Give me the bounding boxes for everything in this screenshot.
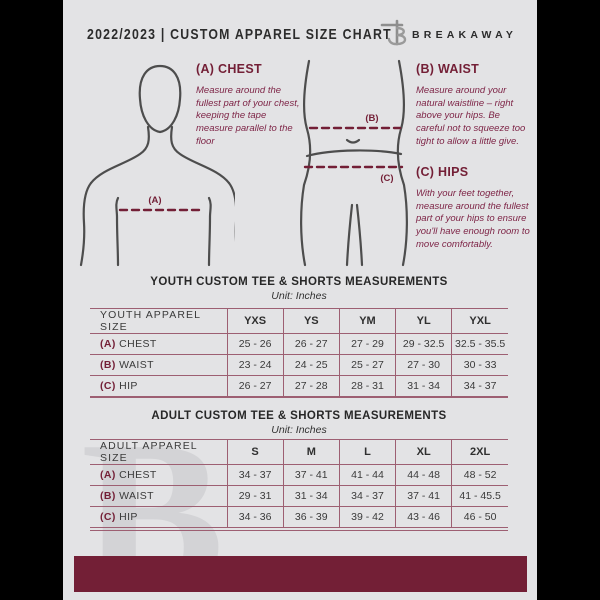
adult-waist-row: (B) WAIST 29 - 31 31 - 34 34 - 37 37 - 4… <box>90 485 508 507</box>
cell: 29 - 32.5 <box>395 333 452 355</box>
adult-size-xl: XL <box>395 439 452 465</box>
cell: 29 - 31 <box>226 485 284 507</box>
cell: 41 - 44 <box>338 464 396 486</box>
cell: 41 - 45.5 <box>451 485 508 507</box>
adult-table-unit: Unit: Inches <box>271 424 327 436</box>
youth-size-yl: YL <box>395 308 452 334</box>
size-chart-page: 2022/2023 | CUSTOM APPAREL SIZE CHART BR… <box>63 0 537 600</box>
cell: 34 - 37 <box>338 485 396 507</box>
adult-header-row: ADULT APPAREL SIZE S M L XL 2XL <box>90 439 508 465</box>
youth-hip-row: (C) HIP 26 - 27 27 - 28 28 - 31 31 - 34 … <box>90 375 508 397</box>
waist-instruction-heading: (B) WAIST <box>416 62 480 76</box>
chest-instruction-body: Measure around the fullest part of your … <box>196 85 300 147</box>
waist-instruction-body: Measure around your natural waistline – … <box>416 85 526 147</box>
cell: 39 - 42 <box>338 506 396 528</box>
youth-table-title: YOUTH CUSTOM TEE & SHORTS MEASUREMENTS <box>150 276 448 288</box>
row-label: HIP <box>119 511 138 523</box>
cell: 34 - 36 <box>226 506 284 528</box>
breakaway-logo-icon <box>380 17 410 49</box>
cell: 25 - 27 <box>338 354 396 376</box>
adult-hip-row: (C) HIP 34 - 36 36 - 39 39 - 42 43 - 46 … <box>90 506 508 528</box>
cell: 48 - 52 <box>451 464 508 486</box>
cell: 32.5 - 35.5 <box>451 333 508 355</box>
cell: 44 - 48 <box>395 464 452 486</box>
row-prefix: (B) <box>100 359 116 371</box>
cell: 36 - 39 <box>282 506 340 528</box>
row-label: CHEST <box>119 469 157 481</box>
cell: 26 - 27 <box>282 333 340 355</box>
adult-size-table: ADULT APPAREL SIZE S M L XL 2XL (A) CHES… <box>90 439 508 528</box>
youth-table-underline <box>90 397 508 398</box>
adult-size-m: M <box>282 439 340 465</box>
youth-header-label: YOUTH APPAREL SIZE <box>90 308 227 334</box>
adult-table-title: ADULT CUSTOM TEE & SHORTS MEASUREMENTS <box>151 410 447 422</box>
adult-size-l: L <box>338 439 396 465</box>
cell: 23 - 24 <box>226 354 284 376</box>
cell: 31 - 34 <box>395 375 452 397</box>
adult-size-2xl: 2XL <box>451 439 508 465</box>
cell: 26 - 27 <box>226 375 284 397</box>
cell: 27 - 30 <box>395 354 452 376</box>
youth-size-yxl: YXL <box>451 308 508 334</box>
youth-chest-row: (A) CHEST 25 - 26 26 - 27 27 - 29 29 - 3… <box>90 333 508 355</box>
youth-waist-row: (B) WAIST 23 - 24 24 - 25 25 - 27 27 - 3… <box>90 354 508 376</box>
adult-size-s: S <box>226 439 284 465</box>
adult-table-underline <box>90 530 508 531</box>
cell: 34 - 37 <box>226 464 284 486</box>
cell: 28 - 31 <box>338 375 396 397</box>
waist-instruction: (B) WAIST Measure around your natural wa… <box>416 62 530 149</box>
footer-accent-bar <box>74 556 527 592</box>
waist-line-label: (B) <box>365 113 378 124</box>
cell: 43 - 46 <box>395 506 452 528</box>
cell: 31 - 34 <box>282 485 340 507</box>
cell: 37 - 41 <box>282 464 340 486</box>
hips-instruction-heading: (C) HIPS <box>416 165 469 179</box>
adult-chest-row: (A) CHEST 34 - 37 37 - 41 41 - 44 44 - 4… <box>90 464 508 486</box>
youth-size-ys: YS <box>282 308 340 334</box>
youth-size-ym: YM <box>338 308 396 334</box>
hips-instruction-body: With your feet together, measure around … <box>416 188 530 250</box>
cell: 46 - 50 <box>451 506 508 528</box>
cell: 37 - 41 <box>395 485 452 507</box>
youth-table-unit: Unit: Inches <box>271 290 327 302</box>
chest-instruction-heading: (A) CHEST <box>196 62 262 76</box>
row-prefix: (B) <box>100 490 116 502</box>
chest-line-label: (A) <box>148 195 161 206</box>
cell: 34 - 37 <box>451 375 508 397</box>
youth-size-yxs: YXS <box>226 308 284 334</box>
page-title: 2022/2023 | CUSTOM APPAREL SIZE CHART <box>87 26 392 43</box>
row-label: WAIST <box>119 359 154 371</box>
cell: 24 - 25 <box>282 354 340 376</box>
torso-diagram: (A) <box>79 64 235 267</box>
row-prefix: (C) <box>100 511 116 523</box>
youth-size-table: YOUTH APPAREL SIZE YXS YS YM YL YXL (A) … <box>90 308 508 397</box>
brand-wordmark: BREAKAWAY <box>412 29 518 41</box>
hip-line-label: (C) <box>380 173 393 184</box>
cell: 27 - 29 <box>338 333 396 355</box>
adult-header-label: ADULT APPAREL SIZE <box>90 439 227 465</box>
cell: 25 - 26 <box>226 333 284 355</box>
cell: 27 - 28 <box>282 375 340 397</box>
youth-header-row: YOUTH APPAREL SIZE YXS YS YM YL YXL <box>90 308 508 334</box>
row-prefix: (A) <box>100 469 116 481</box>
lower-body-diagram: (B) (C) <box>300 59 408 267</box>
cell: 30 - 33 <box>451 354 508 376</box>
row-label: WAIST <box>119 490 154 502</box>
row-label: HIP <box>119 380 138 392</box>
hips-instruction: (C) HIPS With your feet together, measur… <box>416 165 530 252</box>
chest-instruction: (A) CHEST Measure around the fullest par… <box>196 62 304 149</box>
row-label: CHEST <box>119 338 157 350</box>
row-prefix: (A) <box>100 338 116 350</box>
row-prefix: (C) <box>100 380 116 392</box>
